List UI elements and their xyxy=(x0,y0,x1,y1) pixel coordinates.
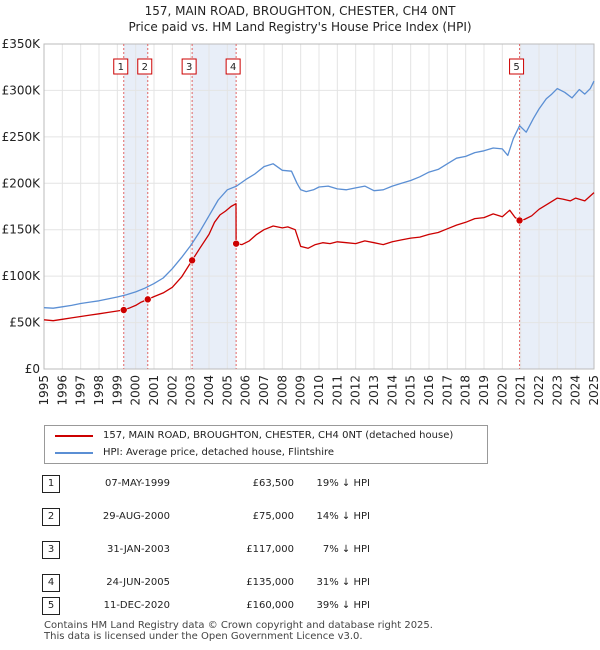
x-tick-label: 2018 xyxy=(459,375,473,406)
sale-point xyxy=(143,295,152,304)
sale-price: £117,000 xyxy=(246,544,294,555)
sale-hpi-diff: 14% ↓ HPI xyxy=(316,511,370,522)
sale-marker-label: 3 xyxy=(186,62,192,73)
sale-hpi-diff: 39% ↓ HPI xyxy=(316,600,370,611)
x-tick-label: 2012 xyxy=(349,375,363,406)
ownership-period-shade xyxy=(519,44,594,369)
sale-row: 4 24-JUN-2005 £135,000 31% ↓ HPI xyxy=(42,574,442,592)
legend-label-property: 157, MAIN ROAD, BROUGHTON, CHESTER, CH4 … xyxy=(103,430,454,441)
x-tick-label: 2022 xyxy=(532,375,546,406)
y-tick-label: £150K xyxy=(2,223,42,237)
sale-row: 3 31-JAN-2003 £117,000 7% ↓ HPI xyxy=(42,541,442,559)
sale-date: 07-MAY-1999 xyxy=(104,478,170,489)
x-tick-label: 2007 xyxy=(257,375,271,406)
sale-number-badge: 5 xyxy=(42,597,60,615)
sale-number-badge: 1 xyxy=(42,475,60,493)
sale-marker-box xyxy=(181,58,197,75)
legend-swatch-property xyxy=(55,435,93,437)
legend-swatch-hpi xyxy=(55,452,93,454)
x-tick-label: 2019 xyxy=(477,375,491,406)
sale-point xyxy=(515,216,524,225)
y-tick-label: £200K xyxy=(2,176,42,190)
sale-price: £75,000 xyxy=(252,511,294,522)
chart-subtitle: Price paid vs. HM Land Registry's House … xyxy=(128,20,472,34)
chart-title: 157, MAIN ROAD, BROUGHTON, CHESTER, CH4 … xyxy=(144,4,456,18)
y-tick-label: £100K xyxy=(2,269,42,283)
sale-marker-box xyxy=(113,58,129,75)
x-tick-label: 2025 xyxy=(587,375,600,406)
series-line-property xyxy=(43,192,595,322)
sale-row: 2 29-AUG-2000 £75,000 14% ↓ HPI xyxy=(42,508,442,526)
sale-hpi-diff: 19% ↓ HPI xyxy=(316,478,370,489)
sale-hpi-diff: 31% ↓ HPI xyxy=(316,577,370,588)
sale-point xyxy=(188,256,196,265)
sale-price: £135,000 xyxy=(246,577,294,588)
x-tick-label: 2002 xyxy=(165,375,179,406)
x-tick-label: 2023 xyxy=(550,375,564,406)
sale-marker-label: 2 xyxy=(142,62,148,73)
y-tick-label: £300K xyxy=(2,83,42,97)
price-chart: 1 2 3 4 5 £0 £50K £100K £150K £200K £250K £300K £350… xyxy=(2,37,600,406)
sale-date: 11-DEC-2020 xyxy=(103,600,170,611)
sale-marker-box xyxy=(225,58,241,75)
x-tick-label: 1999 xyxy=(110,375,124,406)
sale-price: £63,500 xyxy=(252,478,294,489)
sale-number-badge: 2 xyxy=(42,508,60,526)
plot-area-border xyxy=(43,43,595,370)
x-tick-label: 1996 xyxy=(55,375,69,406)
x-tick-label: 1997 xyxy=(74,375,88,406)
x-tick-label: 2008 xyxy=(275,375,289,406)
sale-price: £160,000 xyxy=(246,600,294,611)
sale-marker-box xyxy=(137,58,153,75)
x-tick-label: 2015 xyxy=(404,375,418,406)
sale-number-badge: 4 xyxy=(42,574,60,592)
x-tick-label: 2000 xyxy=(129,375,143,406)
x-tick-label: 2009 xyxy=(294,375,308,406)
x-tick-label: 2003 xyxy=(184,375,198,406)
sale-hpi-diff: 7% ↓ HPI xyxy=(322,544,370,555)
sale-marker-label: 1 xyxy=(118,62,124,73)
x-tick-label: 2010 xyxy=(312,375,326,406)
x-tick-label: 2014 xyxy=(385,375,399,406)
sale-number-badge: 3 xyxy=(42,541,60,559)
footer-licence: This data is licensed under the Open Gov… xyxy=(44,631,363,642)
legend-label-hpi: HPI: Average price, detached house, Flin… xyxy=(103,447,335,458)
sale-date: 24-JUN-2005 xyxy=(106,577,170,588)
sale-date: 29-AUG-2000 xyxy=(102,511,170,522)
y-tick-label: £350K xyxy=(2,37,42,51)
sale-point xyxy=(119,306,128,314)
x-tick-label: 2016 xyxy=(422,375,436,406)
series-line-hpi xyxy=(43,80,595,309)
x-tick-label: 2004 xyxy=(202,375,216,406)
sale-marker-box xyxy=(509,58,525,75)
y-tick-label: £0 xyxy=(25,362,40,376)
x-tick-label: 2005 xyxy=(220,375,234,406)
sale-point xyxy=(232,239,240,248)
sale-row: 1 07-MAY-1999 £63,500 19% ↓ HPI xyxy=(42,475,442,493)
sale-marker-label: 4 xyxy=(230,62,236,73)
y-tick-label: £250K xyxy=(2,130,42,144)
chart-legend: 157, MAIN ROAD, BROUGHTON, CHESTER, CH4 … xyxy=(44,425,488,464)
sale-date: 31-JAN-2003 xyxy=(106,544,170,555)
x-tick-label: 2021 xyxy=(514,375,528,406)
sale-row: 5 11-DEC-2020 £160,000 39% ↓ HPI xyxy=(42,597,442,615)
x-tick-label: 2017 xyxy=(440,375,454,406)
sale-marker-label: 5 xyxy=(513,62,519,73)
x-tick-label: 2006 xyxy=(239,375,253,406)
x-tick-label: 2011 xyxy=(330,375,344,406)
x-tick-label: 1995 xyxy=(37,375,51,406)
y-tick-label: £50K xyxy=(9,316,41,330)
x-tick-label: 2001 xyxy=(147,375,161,406)
x-tick-label: 2024 xyxy=(569,375,583,406)
x-tick-label: 2013 xyxy=(367,375,381,406)
x-tick-label: 1998 xyxy=(92,375,106,406)
footer-copyright: Contains HM Land Registry data © Crown c… xyxy=(44,620,433,631)
x-tick-label: 2020 xyxy=(495,375,509,406)
